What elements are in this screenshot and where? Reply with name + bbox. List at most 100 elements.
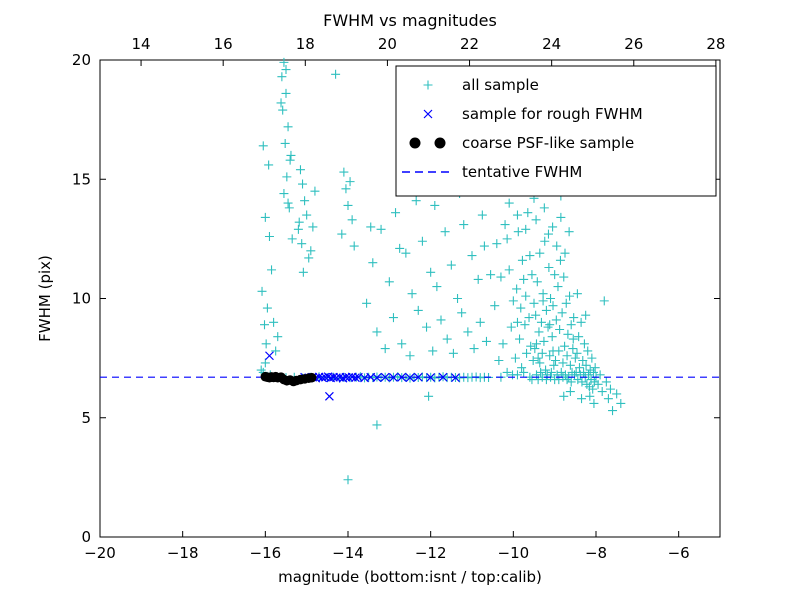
data-point-plus	[343, 200, 353, 210]
data-point-plus	[551, 315, 561, 325]
data-point-plus	[372, 420, 382, 430]
data-point-plus	[520, 320, 530, 330]
data-point-plus	[572, 348, 582, 358]
data-point-plus	[504, 198, 514, 208]
data-point-plus	[612, 389, 622, 399]
data-point-plus	[585, 391, 595, 401]
data-point-plus	[577, 394, 587, 404]
data-point-plus	[506, 322, 516, 332]
x-tick-label: −8	[585, 544, 607, 562]
data-point-plus	[568, 344, 578, 354]
data-point-plus	[573, 375, 583, 385]
data-point-plus	[264, 231, 274, 241]
data-point-plus	[281, 88, 291, 98]
data-point-plus	[463, 327, 473, 337]
data-point-plus	[304, 253, 314, 263]
data-point-plus	[559, 391, 569, 401]
top-tick-label: 22	[460, 35, 479, 53]
data-point-plus	[411, 196, 421, 206]
data-point-plus	[366, 222, 376, 232]
data-point-plus	[426, 267, 436, 277]
data-point-plus	[496, 272, 506, 282]
data-point-plus	[306, 246, 316, 256]
data-point-plus	[481, 336, 491, 346]
data-point-plus	[565, 291, 575, 301]
data-point-plus	[459, 220, 469, 230]
data-point-plus	[595, 370, 605, 380]
data-point-plus	[552, 241, 562, 251]
data-point-plus	[553, 282, 563, 292]
data-point-plus	[300, 196, 310, 206]
data-point-plus	[285, 155, 295, 165]
data-point-plus	[565, 387, 575, 397]
data-point-plus	[278, 105, 288, 115]
data-point-plus	[492, 239, 502, 249]
y-tick-label: 10	[72, 290, 91, 308]
x-tick-label: −20	[84, 544, 116, 562]
top-axis-ticks: 14 16 18 20 22 24 26 28	[132, 35, 725, 66]
data-point-plus	[599, 296, 609, 306]
data-point-plus	[579, 367, 589, 377]
data-point-plus	[302, 210, 312, 220]
data-point-plus	[512, 317, 522, 327]
data-point-plus	[423, 80, 433, 90]
data-point-plus	[260, 320, 270, 330]
data-point-plus	[430, 200, 440, 210]
data-point-plus	[331, 69, 341, 79]
data-point-plus	[535, 248, 545, 258]
data-point-plus	[572, 289, 582, 299]
data-point-plus	[561, 298, 571, 308]
data-point-plus	[287, 234, 297, 244]
legend-entry-2: coarse PSF-like sample	[409, 134, 634, 152]
data-point-plus	[563, 329, 573, 339]
data-point-plus	[417, 236, 427, 246]
data-point-plus	[555, 325, 565, 335]
data-point-plus	[574, 332, 584, 342]
data-point-x	[405, 373, 415, 383]
data-point-plus	[552, 370, 562, 380]
data-point-plus	[384, 277, 394, 287]
legend-label: coarse PSF-like sample	[462, 134, 634, 152]
data-point-plus	[260, 212, 270, 222]
data-point-plus	[347, 215, 357, 225]
x-axis-ticks: −20 −18 −16 −14 −12 −10 −8 −6	[84, 531, 690, 562]
data-point-plus	[477, 210, 487, 220]
top-tick-label: 26	[624, 35, 643, 53]
data-point-plus	[616, 398, 626, 408]
legend-label: all sample	[462, 76, 539, 94]
data-point-plus	[455, 373, 465, 383]
data-point-plus	[538, 296, 548, 306]
data-point-plus	[502, 367, 512, 377]
data-point-plus	[343, 475, 353, 485]
data-point-plus	[257, 286, 267, 296]
x-tick-label: −16	[250, 544, 282, 562]
data-point-plus	[521, 224, 531, 234]
data-point-plus	[530, 344, 540, 354]
data-point-plus	[428, 346, 438, 356]
data-point-plus	[502, 234, 512, 244]
data-point-plus	[525, 251, 535, 261]
data-point-plus	[297, 239, 307, 249]
data-point-plus	[293, 224, 303, 234]
data-point-plus	[529, 298, 539, 308]
y-tick-label: 5	[81, 409, 91, 427]
data-point-plus	[276, 98, 286, 108]
data-point-plus	[279, 57, 289, 67]
data-point-plus	[512, 284, 522, 294]
x-tick-label: −10	[498, 544, 530, 562]
data-point-plus	[569, 313, 579, 323]
data-point-plus	[533, 375, 543, 385]
data-point-plus	[262, 303, 272, 313]
data-point-plus	[570, 353, 580, 363]
data-point-plus	[372, 327, 382, 337]
data-point-plus	[608, 406, 618, 416]
x-axis-label: magnitude (bottom:isnt / top:calib)	[278, 568, 542, 586]
data-point-plus	[376, 224, 386, 234]
legend-dot-sample	[409, 137, 421, 149]
data-point-plus	[574, 363, 584, 373]
data-point-x	[265, 351, 274, 361]
x-tick-label: −6	[668, 544, 690, 562]
data-point-plus	[341, 184, 351, 194]
data-point-plus	[560, 248, 570, 258]
